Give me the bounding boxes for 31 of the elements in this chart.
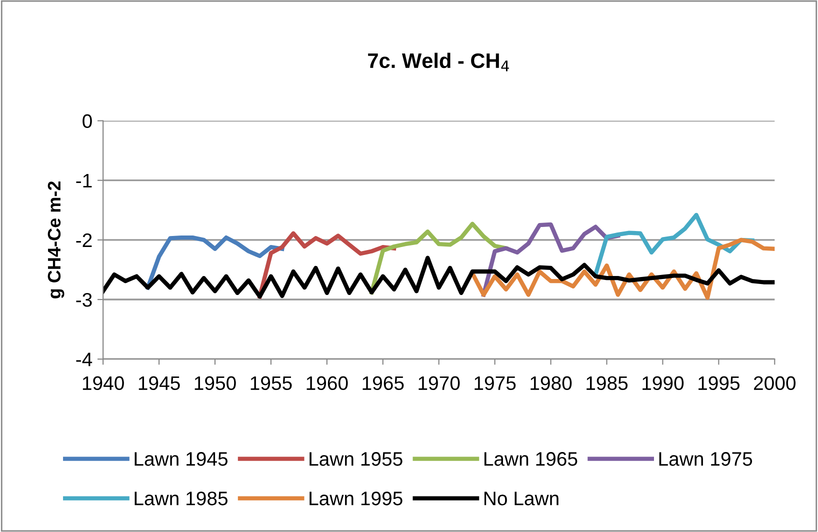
legend-label: Lawn 1985 — [134, 492, 228, 506]
y-tick-label: -4 — [76, 352, 92, 366]
line-series — [103, 256, 775, 299]
x-tick-label: 1950 — [194, 376, 236, 390]
x-tick-label: 1970 — [418, 376, 460, 390]
line-series — [370, 222, 508, 294]
legend-label: Lawn 1975 — [659, 452, 752, 466]
y-tick-label: -3 — [76, 292, 92, 307]
y-axis-title: g CH4-Ce m-2 — [48, 181, 64, 298]
x-tick-label: 2000 — [754, 376, 796, 390]
x-tick-label: 1990 — [642, 376, 684, 390]
legend-label: No Lawn — [484, 492, 558, 506]
line-series — [146, 235, 284, 290]
x-tick-label: 1940 — [82, 376, 124, 390]
chart-title: 7c. Weld - CH$_{4}$ — [368, 52, 509, 72]
legend-label: Lawn 1965 — [484, 452, 578, 466]
legend-label: Lawn 1995 — [310, 492, 402, 506]
x-tick-label: 1980 — [530, 376, 572, 390]
x-tick-label: 1960 — [306, 376, 348, 390]
y-tick-label: -1 — [76, 174, 92, 188]
y-tick-label: 0 — [82, 114, 92, 128]
legend-label: Lawn 1945 — [134, 452, 228, 466]
y-tick-label: -2 — [76, 233, 92, 247]
x-tick-label: 1995 — [698, 376, 740, 390]
x-tick-label: 1955 — [250, 376, 292, 390]
x-tick-label: 1965 — [362, 376, 404, 390]
line-series — [258, 231, 396, 299]
x-tick-label: 1975 — [474, 376, 516, 390]
x-tick-label: 1945 — [138, 376, 180, 390]
x-tick-label: 1985 — [586, 376, 628, 390]
legend-label: Lawn 1955 — [310, 452, 402, 466]
